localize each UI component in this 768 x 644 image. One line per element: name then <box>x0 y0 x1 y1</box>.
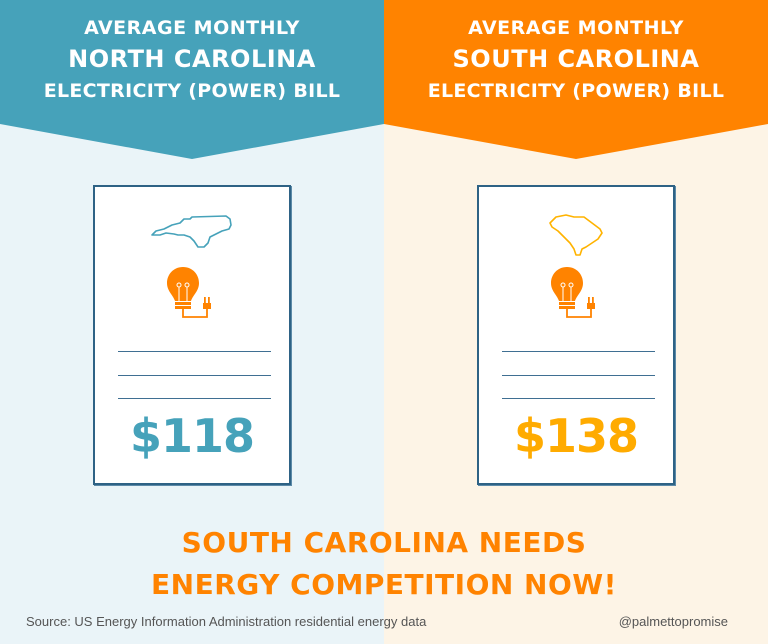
call-to-action-headline: SOUTH CAROLINA NEEDS ENERGY COMPETITION … <box>0 522 768 606</box>
north-carolina-bill-card: $118 <box>93 185 291 485</box>
north-carolina-banner: AVERAGE MONTHLY NORTH CAROLINA ELECTRICI… <box>0 0 384 160</box>
banner-chevron-shape <box>0 0 384 159</box>
bill-line <box>118 398 271 399</box>
banner-line-state: NORTH CAROLINA <box>68 45 316 73</box>
banner-title: AVERAGE MONTHLY SOUTH CAROLINA ELECTRICI… <box>384 14 768 106</box>
banner-line-bill: ELECTRICITY (POWER) BILL <box>427 80 725 102</box>
south-carolina-outline-icon <box>549 214 603 256</box>
north-carolina-panel: AVERAGE MONTHLY NORTH CAROLINA ELECTRICI… <box>0 0 384 644</box>
north-carolina-outline-icon <box>151 215 232 248</box>
bill-line <box>502 398 655 399</box>
source-citation: Source: US Energy Information Administra… <box>26 614 427 629</box>
lightbulb-plug-icon <box>167 267 211 318</box>
banner-line-average-monthly: AVERAGE MONTHLY <box>468 17 684 39</box>
banner-line-bill: ELECTRICITY (POWER) BILL <box>43 80 341 102</box>
bill-line <box>502 375 655 376</box>
headline-line-2: ENERGY COMPETITION NOW! <box>151 568 617 601</box>
bill-line <box>118 375 271 376</box>
banner-line-state: SOUTH CAROLINA <box>452 45 700 73</box>
headline-line-1: SOUTH CAROLINA NEEDS <box>181 526 587 559</box>
bill-line <box>502 351 655 352</box>
lightbulb-plug-icon <box>551 267 595 318</box>
banner-chevron-shape <box>384 0 768 159</box>
south-carolina-price: $138 <box>513 409 639 463</box>
banner-line-average-monthly: AVERAGE MONTHLY <box>84 17 300 39</box>
south-carolina-bill-card: $138 <box>477 185 675 485</box>
social-handle: @palmettopromise <box>618 614 728 629</box>
bill-line <box>118 351 271 352</box>
south-carolina-panel: AVERAGE MONTHLY SOUTH CAROLINA ELECTRICI… <box>384 0 768 644</box>
south-carolina-banner: AVERAGE MONTHLY SOUTH CAROLINA ELECTRICI… <box>384 0 768 160</box>
north-carolina-price: $118 <box>129 409 255 463</box>
banner-title: AVERAGE MONTHLY NORTH CAROLINA ELECTRICI… <box>0 14 384 106</box>
